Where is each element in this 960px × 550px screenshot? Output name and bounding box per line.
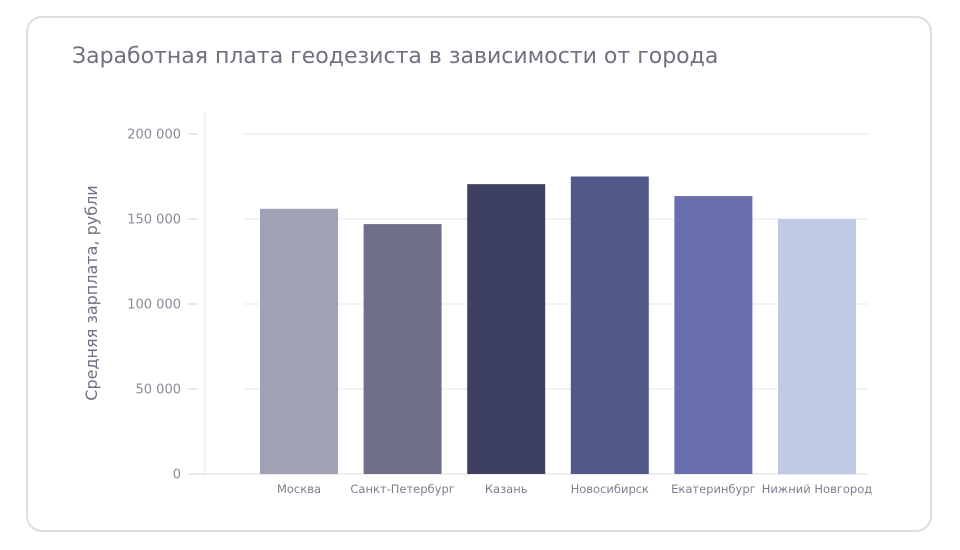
chart-title: Заработная плата геодезиста в зависимост… (72, 44, 719, 69)
y-tick-label: 150 000 (127, 213, 181, 228)
bar (363, 224, 442, 474)
x-tick-label: Нижний Новгород (762, 482, 872, 496)
bar (778, 219, 856, 474)
x-tick-label: Санкт-Петербург (350, 482, 454, 496)
x-tick-label: Екатеринбург (671, 482, 756, 496)
bars (260, 176, 856, 475)
y-axis-label: Средняя зарплата, рубли (82, 185, 101, 400)
bar (570, 176, 649, 474)
y-tick-label: 200 000 (127, 128, 181, 143)
bar (467, 184, 546, 474)
bar (674, 196, 753, 475)
grid-lines (244, 133, 868, 390)
y-axis-ticks: 0 50 000 100 000 150 000 200 000 (127, 128, 198, 483)
y-tick-label: 50 000 (136, 383, 182, 398)
x-tick-label: Новосибирск (571, 482, 649, 496)
y-tick-label: 100 000 (127, 298, 181, 313)
bar (260, 208, 338, 475)
y-tick-label: 0 (173, 468, 181, 483)
x-axis-labels: Москва Санкт-Петербург Казань Новосибирск Ек… (277, 482, 872, 496)
x-tick-label: Москва (277, 482, 321, 496)
x-tick-label: Казань (485, 482, 528, 496)
